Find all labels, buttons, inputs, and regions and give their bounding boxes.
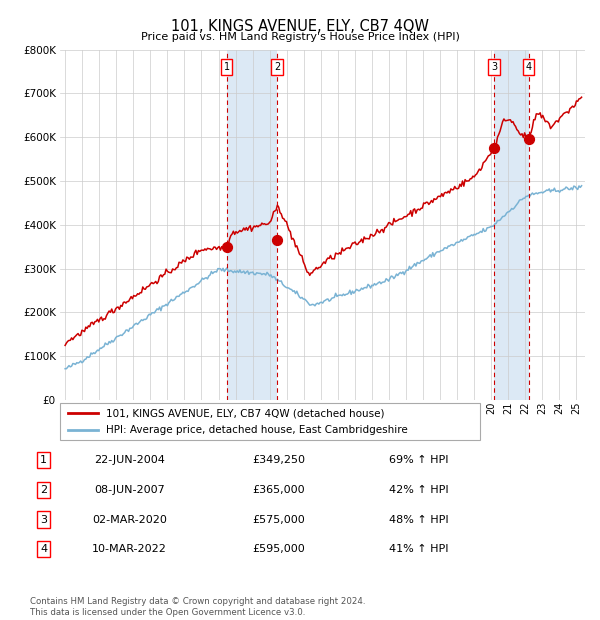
Text: 3: 3 [491,62,497,72]
Text: 2: 2 [274,62,280,72]
Text: 4: 4 [40,544,47,554]
Text: 10-MAR-2022: 10-MAR-2022 [92,544,167,554]
Text: 08-JUN-2007: 08-JUN-2007 [94,485,165,495]
Text: £349,250: £349,250 [252,455,305,465]
Text: 22-JUN-2004: 22-JUN-2004 [94,455,165,465]
Text: 69% ↑ HPI: 69% ↑ HPI [389,455,448,465]
Text: 41% ↑ HPI: 41% ↑ HPI [389,544,448,554]
Text: Price paid vs. HM Land Registry's House Price Index (HPI): Price paid vs. HM Land Registry's House … [140,32,460,42]
Text: 2: 2 [40,485,47,495]
Text: 02-MAR-2020: 02-MAR-2020 [92,515,167,525]
Text: £595,000: £595,000 [252,544,305,554]
Point [524,135,533,144]
Bar [494,50,529,400]
Text: Contains HM Land Registry data © Crown copyright and database right 2024.
This d: Contains HM Land Registry data © Crown c… [30,598,365,617]
Text: 101, KINGS AVENUE, ELY, CB7 4QW (detached house): 101, KINGS AVENUE, ELY, CB7 4QW (detache… [106,408,385,418]
Text: 101, KINGS AVENUE, ELY, CB7 4QW: 101, KINGS AVENUE, ELY, CB7 4QW [171,19,429,33]
Bar [227,50,277,400]
Text: HPI: Average price, detached house, East Cambridgeshire: HPI: Average price, detached house, East… [106,425,408,435]
Text: £575,000: £575,000 [252,515,305,525]
Text: 4: 4 [526,62,532,72]
Point [272,235,282,245]
Text: 48% ↑ HPI: 48% ↑ HPI [389,515,448,525]
Text: 42% ↑ HPI: 42% ↑ HPI [389,485,448,495]
Point [222,242,232,252]
Text: 1: 1 [40,455,47,465]
Point [490,143,499,153]
Text: 1: 1 [223,62,230,72]
Text: £365,000: £365,000 [252,485,305,495]
Text: 3: 3 [40,515,47,525]
